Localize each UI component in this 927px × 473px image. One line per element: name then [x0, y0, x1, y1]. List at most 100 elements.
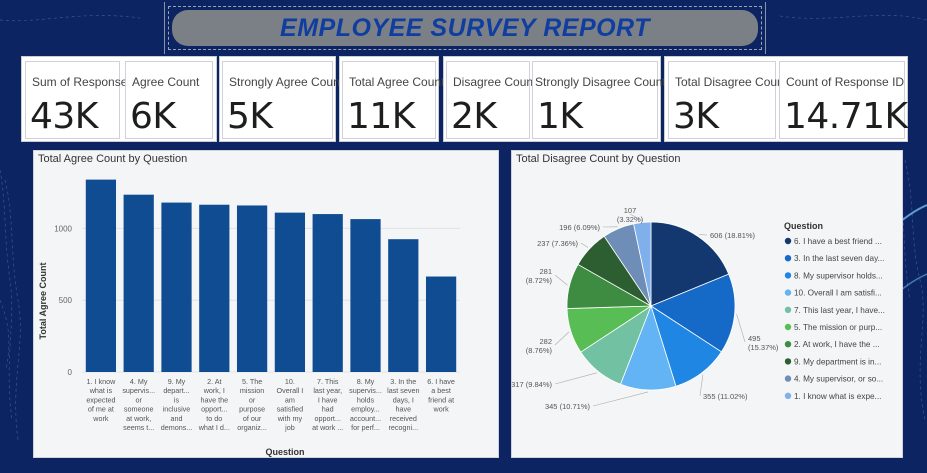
- kpi-card-count-of-response-id[interactable]: Count of Response ID 14.71K: [779, 61, 908, 139]
- kpi-value: 6K: [130, 96, 176, 137]
- legend-item[interactable]: 6. I have a best friend ...: [794, 237, 882, 246]
- kpi-label: Count of Response ID: [786, 75, 905, 89]
- legend-swatch: [784, 358, 792, 365]
- kpi-card-sum-of-response[interactable]: Sum of Response 43K: [25, 61, 127, 139]
- bar[interactable]: [425, 276, 457, 372]
- kpi-card-strongly-agree-count[interactable]: Strongly Agree Count 5K: [222, 61, 343, 139]
- slice-data-label: 196 (6.09%): [559, 223, 600, 232]
- leader-line: [554, 372, 597, 385]
- y-tick-label: 500: [59, 296, 73, 305]
- slice-data-label: 606 (18.81%): [710, 231, 756, 240]
- kpi-value: 43K: [30, 96, 98, 137]
- leader-line: [736, 313, 746, 343]
- slice-data-label: 317 (9.84%): [512, 380, 553, 389]
- bar[interactable]: [85, 179, 117, 372]
- legend-item[interactable]: 2. At work, I have the ...: [794, 340, 880, 349]
- pie-slice[interactable]: [650, 221, 730, 307]
- slice-data-label: 282 (8.76%): [526, 337, 553, 355]
- slice-data-label: 281 (8.72%): [526, 267, 553, 285]
- bar[interactable]: [236, 205, 268, 372]
- disagree-pie-chart: Question 606 (18.81%) 495 (15.37%) 355 (11.…: [512, 206, 885, 411]
- agree-bar-chart: Total Agree Count Question 0 500 1000 1. I …: [38, 179, 460, 457]
- slice-data-label: 237 (7.36%): [537, 239, 578, 248]
- leader-line: [554, 274, 568, 286]
- kpi-label: Sum of Response: [32, 75, 128, 89]
- x-tick-label: 8. My supervis... holds employ... account...…: [349, 377, 382, 432]
- legend-item[interactable]: 1. I know what is expe...: [794, 392, 881, 401]
- bar[interactable]: [274, 212, 306, 372]
- agree-chart-panel[interactable]: Total Agree Count by Question Total Agre…: [33, 150, 499, 458]
- kpi-value: 3K: [673, 96, 719, 137]
- pie-slice[interactable]: [650, 273, 736, 353]
- y-tick-label: 1000: [54, 224, 72, 233]
- disagree-chart-title: Total Disagree Count by Question: [516, 153, 681, 165]
- slice-data-label: 107 (3.32%): [617, 206, 644, 224]
- leader-line: [592, 391, 649, 407]
- pie-slice[interactable]: [633, 221, 652, 307]
- kpi-value: 11K: [347, 96, 415, 137]
- leader-line: [699, 374, 704, 397]
- legend-swatch: [784, 341, 792, 348]
- kpi-group-3: Total Agree Count 11K: [339, 56, 444, 142]
- y-tick-label: 0: [68, 368, 73, 377]
- slice-data-label: 355 (11.02%): [703, 392, 748, 401]
- legend-item[interactable]: 8. My supervisor holds...: [794, 271, 883, 280]
- kpi-value: 14.71K: [784, 96, 908, 137]
- kpi-card-strongly-disagree-count[interactable]: Strongly Disagree Count 1K: [532, 61, 666, 139]
- slice-data-label: 345 (10.71%): [545, 402, 591, 411]
- leader-line: [629, 213, 643, 221]
- bar[interactable]: [161, 202, 192, 372]
- title-frame: EMPLOYEE SURVEY REPORT: [168, 6, 762, 50]
- legend-item[interactable]: 5. The mission or purp...: [794, 323, 882, 332]
- x-tick-label: 9. My depart... is inclusive and demons...: [161, 377, 193, 432]
- legend-item[interactable]: 10. Overall I am satisfi...: [794, 289, 882, 298]
- kpi-label: Disagree Count: [453, 75, 537, 89]
- kpi-value: 5K: [227, 96, 273, 137]
- kpi-value: 1K: [537, 96, 583, 137]
- legend-swatch: [784, 375, 792, 382]
- title-banner: EMPLOYEE SURVEY REPORT: [172, 10, 758, 46]
- legend-item[interactable]: 7. This last year, I have...: [794, 306, 885, 315]
- legend-swatch: [784, 237, 792, 245]
- legend-swatch: [784, 323, 792, 331]
- kpi-card-total-agree-count[interactable]: Total Agree Count 11K: [342, 61, 444, 139]
- legend-title: Question: [784, 221, 823, 231]
- bar[interactable]: [350, 219, 381, 372]
- kpi-label: Total Disagree Count: [675, 75, 788, 89]
- legend-swatch: [784, 392, 792, 399]
- legend-item[interactable]: 4. My supervisor, or so...: [794, 375, 883, 384]
- legend-item[interactable]: 3. In the last seven day...: [794, 254, 884, 263]
- x-tick-label: 7. This last year, I have had opport... at wo…: [312, 377, 343, 432]
- kpi-group-2: Strongly Agree Count 5K: [219, 56, 343, 142]
- kpi-label: Total Agree Count: [349, 75, 445, 89]
- x-tick-label: 6. I have a best friend at work: [427, 377, 455, 414]
- x-tick-label: 5. The mission or purpose of our organiz...: [237, 377, 267, 432]
- legend-swatch: [784, 272, 792, 279]
- kpi-card-agree-count[interactable]: Agree Count 6K: [125, 61, 213, 139]
- legend-item[interactable]: 9. My department is in...: [794, 357, 881, 366]
- y-axis-title: Total Agree Count: [38, 263, 48, 340]
- bar[interactable]: [123, 194, 154, 372]
- leader-line: [580, 242, 589, 248]
- legend-swatch: [784, 306, 792, 313]
- x-tick-label: 1. I know what is expected of me at work: [86, 377, 116, 423]
- slice-data-label: 495 (15.37%): [748, 334, 779, 352]
- agree-chart-title: Total Agree Count by Question: [38, 153, 188, 165]
- disagree-chart-panel[interactable]: Total Disagree Count by Question Questio…: [511, 150, 903, 458]
- kpi-card-total-disagree-count[interactable]: Total Disagree Count 3K: [668, 61, 787, 139]
- bar[interactable]: [312, 214, 343, 372]
- bar[interactable]: [388, 239, 419, 372]
- x-tick-label: 4. My supervis... or someone at work, seems t…: [122, 377, 155, 432]
- kpi-group-1: Sum of Response 43K Agree Count 6K: [21, 56, 217, 142]
- x-axis-title: Question: [265, 447, 304, 457]
- kpi-card-disagree-count[interactable]: Disagree Count 2K: [446, 61, 536, 139]
- kpi-group-4: Disagree Count 2K Strongly Disagree Coun…: [443, 56, 666, 142]
- kpi-label: Strongly Disagree Count: [535, 75, 666, 89]
- kpi-value: 2K: [451, 96, 497, 137]
- bar[interactable]: [199, 204, 230, 372]
- kpi-label: Agree Count: [132, 75, 200, 89]
- legend-swatch: [784, 289, 792, 296]
- leader-line: [554, 331, 570, 346]
